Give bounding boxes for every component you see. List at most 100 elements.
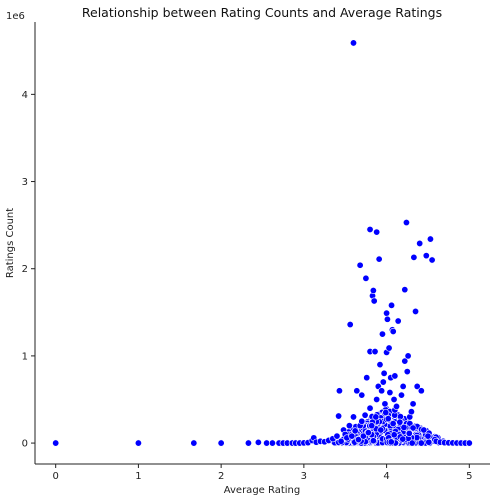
data-point	[389, 420, 397, 428]
x-tick-label: 3	[301, 471, 307, 482]
data-point	[363, 374, 371, 382]
data-point	[370, 297, 378, 305]
data-point	[364, 429, 372, 437]
data-point	[390, 395, 398, 403]
data-point	[333, 432, 341, 440]
data-point	[379, 378, 387, 386]
data-point	[254, 438, 262, 446]
data-point	[378, 330, 386, 338]
data-point	[401, 357, 409, 365]
data-point	[394, 317, 402, 325]
data-point	[368, 422, 376, 430]
x-axis-label: Average Rating	[224, 485, 300, 496]
data-point	[244, 439, 252, 447]
data-point	[358, 417, 366, 425]
data-point	[345, 422, 353, 430]
data-point	[190, 439, 198, 447]
data-point	[409, 424, 417, 432]
data-point	[425, 438, 433, 446]
data-point	[402, 219, 410, 227]
data-point	[393, 402, 401, 410]
data-point	[371, 348, 379, 356]
y-tick-label: 3	[22, 177, 28, 188]
data-point	[372, 413, 380, 421]
data-point	[52, 439, 60, 447]
data-point	[428, 256, 436, 264]
y-axis-label: Ratings Count	[5, 208, 16, 278]
data-point	[361, 411, 369, 419]
data-point	[268, 439, 276, 447]
data-point	[373, 228, 381, 236]
data-point	[358, 391, 366, 399]
data-point	[369, 437, 377, 445]
data-point	[356, 261, 364, 269]
data-point	[426, 235, 434, 243]
data-point	[396, 418, 404, 426]
y-tick-label: 1	[22, 351, 28, 362]
data-point	[399, 382, 407, 390]
data-point	[376, 361, 384, 369]
data-point	[348, 432, 356, 440]
data-point	[404, 352, 412, 360]
data-point	[420, 426, 428, 434]
data-point	[417, 439, 425, 447]
data-point	[362, 274, 370, 282]
data-point	[416, 239, 424, 247]
data-point	[382, 409, 390, 417]
data-point	[366, 404, 374, 412]
data-point	[359, 432, 367, 440]
data-point	[386, 389, 394, 397]
data-point	[385, 344, 393, 352]
data-point	[389, 327, 397, 335]
data-point	[353, 387, 361, 395]
data-point	[405, 429, 413, 437]
data-point	[354, 436, 362, 444]
data-point	[403, 368, 411, 376]
chart-title: Relationship between Rating Counts and A…	[82, 5, 442, 20]
data-point	[375, 255, 383, 263]
x-tick-label: 0	[52, 471, 58, 482]
data-point	[397, 391, 405, 399]
data-point	[408, 439, 416, 447]
y-tick-label: 4	[22, 90, 28, 101]
data-point	[263, 439, 271, 447]
data-point	[399, 435, 407, 443]
data-point	[378, 387, 386, 395]
data-point	[381, 400, 389, 408]
data-point	[387, 438, 395, 446]
data-point	[373, 395, 381, 403]
data-point	[337, 437, 345, 445]
data-point	[380, 369, 388, 377]
data-point	[400, 423, 408, 431]
data-point	[388, 301, 396, 309]
data-point	[401, 286, 409, 294]
data-point	[407, 408, 415, 416]
data-point	[384, 415, 392, 423]
data-point	[383, 309, 391, 317]
data-point	[346, 321, 354, 329]
data-point	[409, 400, 417, 408]
data-point	[383, 315, 391, 323]
data-point	[424, 432, 432, 440]
data-point	[377, 426, 385, 434]
data-point	[351, 427, 359, 435]
y-tick-label: 2	[22, 264, 28, 275]
data-point	[412, 307, 420, 315]
data-point	[349, 39, 357, 47]
data-points-group	[52, 39, 473, 447]
x-tick-label: 5	[466, 471, 472, 482]
data-point	[417, 387, 425, 395]
data-point	[465, 439, 473, 447]
data-point	[134, 439, 142, 447]
data-point	[349, 413, 357, 421]
data-point	[422, 252, 430, 260]
y-axis-offset-label: 1e6	[6, 11, 25, 22]
data-point	[391, 372, 399, 380]
x-tick-label: 2	[218, 471, 224, 482]
data-point	[413, 382, 421, 390]
data-point	[335, 387, 343, 395]
data-point	[410, 253, 418, 261]
x-tick-label: 1	[135, 471, 141, 482]
